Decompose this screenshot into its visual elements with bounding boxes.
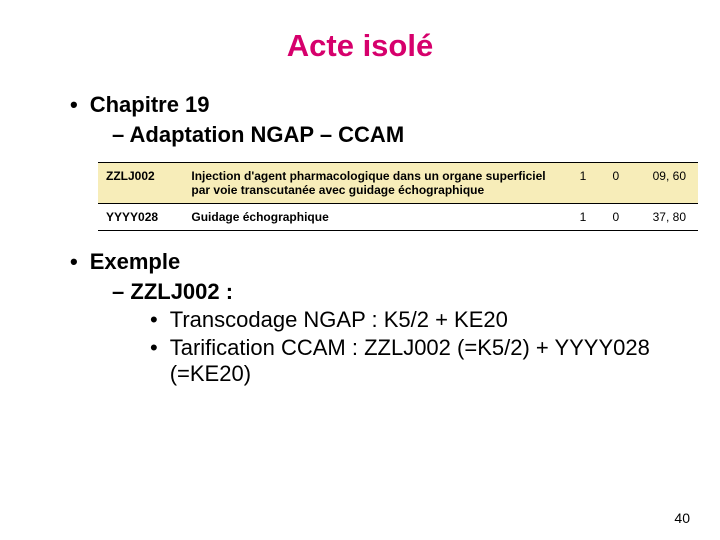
table-row: ZZLJ002Injection d'agent pharmacologique… [98, 163, 698, 204]
codes-table-wrap: ZZLJ002Injection d'agent pharmacologique… [98, 162, 698, 231]
price-cell: 37, 80 [632, 204, 698, 231]
desc-cell: Guidage échographique [183, 204, 566, 231]
example-item: • Transcodage NGAP : K5/2 + KE20 [150, 307, 680, 333]
slide-title: Acte isolé [40, 28, 680, 64]
example-item: • Tarification CCAM : ZZLJ002 (=K5/2) + Y… [150, 335, 680, 387]
slide: Acte isolé • Chapitre 19 – Adaptation NG… [0, 0, 720, 540]
chapter-sub: – Adaptation NGAP – CCAM [112, 122, 680, 148]
col1-cell: 1 [567, 204, 600, 231]
dash-icon: – [112, 279, 124, 304]
bullet-dot-icon: • [150, 335, 158, 361]
chapter-sub-label: Adaptation NGAP – CCAM [130, 122, 405, 147]
col2-cell: 0 [599, 163, 632, 204]
dash-icon: – [112, 122, 124, 147]
bullet-dot-icon: • [70, 249, 78, 275]
example-bullet: • Exemple [70, 249, 680, 275]
chapter-label: Chapitre 19 [90, 92, 210, 118]
example-item-text: Transcodage NGAP : K5/2 + KE20 [170, 307, 508, 333]
code-cell: YYYY028 [98, 204, 183, 231]
desc-cell: Injection d'agent pharmacologique dans u… [183, 163, 566, 204]
bullet-dot-icon: • [70, 92, 78, 118]
col1-cell: 1 [567, 163, 600, 204]
example-label: Exemple [90, 249, 181, 275]
bullet-dot-icon: • [150, 307, 158, 333]
code-cell: ZZLJ002 [98, 163, 183, 204]
page-number: 40 [674, 510, 690, 526]
example-sub-label: ZZLJ002 : [130, 279, 233, 304]
price-cell: 09, 60 [632, 163, 698, 204]
table-row: YYYY028Guidage échographique1037, 80 [98, 204, 698, 231]
col2-cell: 0 [599, 204, 632, 231]
chapter-bullet: • Chapitre 19 [70, 92, 680, 118]
example-sub: – ZZLJ002 : [112, 279, 680, 305]
example-item-text: Tarification CCAM : ZZLJ002 (=K5/2) + YY… [170, 335, 680, 387]
codes-table: ZZLJ002Injection d'agent pharmacologique… [98, 162, 698, 231]
